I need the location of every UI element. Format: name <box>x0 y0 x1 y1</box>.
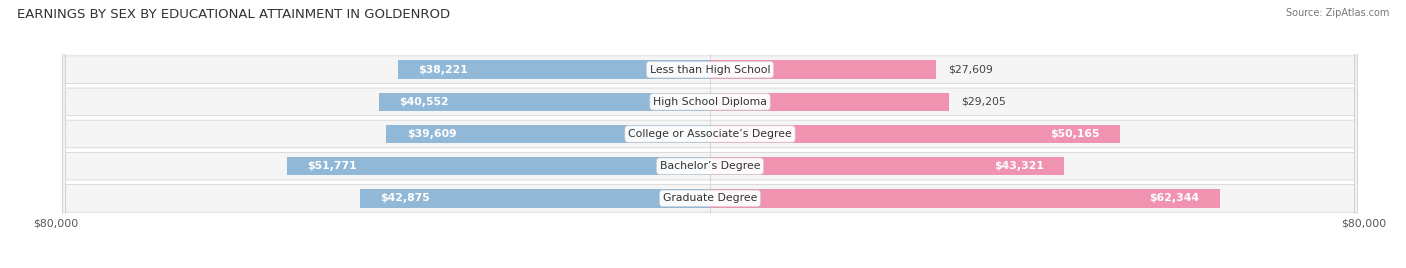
Text: $39,609: $39,609 <box>406 129 457 139</box>
Bar <box>360 189 710 208</box>
Bar <box>710 92 949 111</box>
Text: $62,344: $62,344 <box>1149 193 1199 203</box>
Bar <box>710 189 1219 208</box>
Bar <box>710 125 1121 143</box>
Text: Graduate Degree: Graduate Degree <box>662 193 758 203</box>
Text: $51,771: $51,771 <box>308 161 357 171</box>
FancyBboxPatch shape <box>63 0 1357 268</box>
Bar <box>710 60 935 79</box>
Text: $27,609: $27,609 <box>948 65 993 75</box>
Text: $43,321: $43,321 <box>994 161 1043 171</box>
Bar <box>287 157 710 176</box>
FancyBboxPatch shape <box>63 0 1357 268</box>
FancyBboxPatch shape <box>63 0 1357 268</box>
Text: High School Diploma: High School Diploma <box>654 97 766 107</box>
FancyBboxPatch shape <box>63 0 1357 268</box>
Text: $38,221: $38,221 <box>418 65 468 75</box>
Text: EARNINGS BY SEX BY EDUCATIONAL ATTAINMENT IN GOLDENROD: EARNINGS BY SEX BY EDUCATIONAL ATTAINMEN… <box>17 8 450 21</box>
Text: $29,205: $29,205 <box>960 97 1005 107</box>
FancyBboxPatch shape <box>63 0 1357 268</box>
Text: $40,552: $40,552 <box>399 97 449 107</box>
Text: Less than High School: Less than High School <box>650 65 770 75</box>
Bar <box>398 60 710 79</box>
Text: $50,165: $50,165 <box>1050 129 1099 139</box>
Text: College or Associate’s Degree: College or Associate’s Degree <box>628 129 792 139</box>
Text: Bachelor’s Degree: Bachelor’s Degree <box>659 161 761 171</box>
Text: $42,875: $42,875 <box>380 193 430 203</box>
Text: Source: ZipAtlas.com: Source: ZipAtlas.com <box>1285 8 1389 18</box>
Bar <box>378 92 710 111</box>
Bar <box>710 157 1064 176</box>
Bar <box>387 125 710 143</box>
